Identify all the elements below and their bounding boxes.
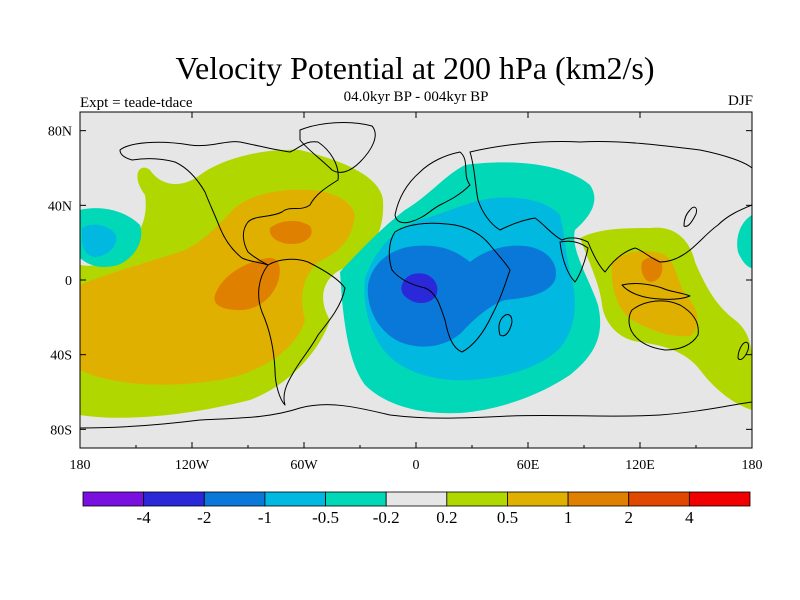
lon-tick-label: 180: [742, 458, 763, 473]
colorbar-label: -4: [137, 508, 152, 527]
lon-tick-label: 60E: [517, 458, 540, 473]
coastline-australia: [628, 300, 699, 351]
contour-dark-orange-americas: [214, 257, 280, 310]
contour-dark-orange-caribbean: [269, 220, 312, 244]
lon-tick-label: 120E: [625, 458, 655, 473]
colorbar-swatch: [203, 491, 266, 507]
coastline-africa: [388, 222, 511, 353]
lat-tick-label: 80S: [50, 423, 72, 438]
colorbar-label: 0.2: [436, 508, 457, 527]
lat-tick-label: 0: [65, 274, 72, 289]
lat-tick-label: 40S: [50, 349, 72, 364]
map-subtitle: 04.0kyr BP - 004kyr BP: [343, 89, 489, 105]
coastline-japan: [683, 206, 697, 227]
coastlines: [80, 122, 752, 429]
coastline-indonesia: [621, 283, 691, 300]
coastline-north-america: [119, 141, 339, 266]
season-label: DJF: [727, 93, 753, 109]
contour-orange-asia: [611, 250, 698, 337]
coastline-new-zealand: [737, 341, 749, 361]
colorbar-swatch: [688, 491, 751, 507]
colorbar-label: 0.5: [497, 508, 518, 527]
coastline-india: [559, 240, 589, 283]
colorbar-label: 4: [685, 508, 694, 527]
colorbar: -4 -2 -1 -0.5 -0.2 0.2 0.5 1 2 4: [82, 491, 751, 527]
coastline-madagascar: [498, 314, 513, 337]
map-title: Velocity Potential at 200 hPa (km2/s): [175, 50, 655, 86]
colorbar-swatch: [325, 491, 387, 507]
colorbar-label: -2: [197, 508, 211, 527]
lat-tick-label: 40N: [48, 199, 72, 214]
longitude-ticks: 180 120W 60W 0 60E 120E 180: [70, 112, 763, 473]
lat-tick-label: 80N: [48, 125, 72, 140]
coastline-south-america: [258, 258, 346, 406]
colorbar-swatch: [264, 491, 326, 507]
colorbar-label: 2: [624, 508, 633, 527]
coastline-europe: [394, 151, 471, 224]
colorbar-label: -1: [258, 508, 272, 527]
experiment-label: Expt = teade-tdace: [80, 95, 193, 111]
coastline-greenland: [299, 122, 376, 173]
lon-tick-label: 180: [70, 458, 91, 473]
colorbar-swatch: [507, 491, 569, 507]
lon-tick-label: 120W: [175, 458, 210, 473]
lon-tick-label: 60W: [290, 458, 318, 473]
colorbar-label: -0.2: [373, 508, 400, 527]
colorbar-label: -0.5: [312, 508, 339, 527]
contour-fills: [80, 149, 752, 418]
colorbar-swatch: [143, 491, 205, 507]
contour-negative-eastedge: [737, 215, 752, 268]
contour-negative-blue: [367, 245, 556, 347]
colorbar-swatch: [628, 491, 690, 507]
lon-tick-label: 0: [413, 458, 420, 473]
latitude-ticks: 80N 40N 0 40S 80S: [48, 125, 752, 438]
contour-negative-dark-blue: [401, 273, 438, 304]
contour-negative-pacific-inner: [82, 224, 117, 257]
coastline-asia: [469, 141, 752, 273]
colorbar-swatch: [567, 491, 630, 507]
coastline-antarctica: [80, 401, 752, 429]
colorbar-swatch: [385, 491, 448, 507]
contour-dark-orange-asia: [641, 257, 663, 282]
colorbar-swatch: [82, 491, 145, 507]
colorbar-swatch: [446, 491, 508, 507]
colorbar-label: 1: [564, 508, 573, 527]
